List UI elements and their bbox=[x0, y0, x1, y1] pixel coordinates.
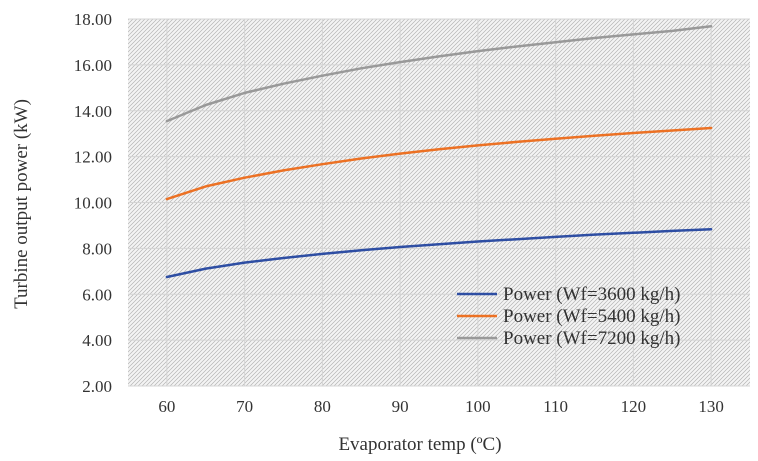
x-tick-label: 80 bbox=[314, 397, 331, 416]
x-tick-label: 100 bbox=[465, 397, 491, 416]
legend-label: Power (Wf=7200 kg/h) bbox=[503, 328, 680, 349]
legend-label: Power (Wf=3600 kg/h) bbox=[503, 284, 680, 305]
tick-labels: 2.00 4.00 6.00 8.00 10.00 12.00 14.00 16.00 18.0… bbox=[74, 10, 724, 416]
y-tick-label: 16.00 bbox=[74, 56, 112, 75]
legend-label: Power (Wf=5400 kg/h) bbox=[503, 306, 680, 327]
series-line-2 bbox=[165, 126, 713, 201]
y-axis-title: Turbine output power (kW) bbox=[11, 99, 32, 309]
x-tick-label: 130 bbox=[698, 397, 724, 416]
x-tick-label: 120 bbox=[621, 397, 647, 416]
legend: Power (Wf=3600 kg/h)Power (Wf=5400 kg/h)… bbox=[457, 284, 680, 349]
y-tick-label: 10.00 bbox=[74, 194, 112, 213]
y-tick-label: 6.00 bbox=[82, 285, 112, 304]
gridlines bbox=[128, 18, 750, 387]
y-tick-label: 18.00 bbox=[74, 10, 112, 29]
x-tick-label: 60 bbox=[158, 397, 175, 416]
x-tick-label: 90 bbox=[392, 397, 409, 416]
series-line-3 bbox=[165, 25, 713, 123]
y-tick-label: 8.00 bbox=[82, 239, 112, 258]
y-tick-label: 4.00 bbox=[82, 331, 112, 350]
series-lines bbox=[165, 25, 713, 279]
y-tick-label: 12.00 bbox=[74, 148, 112, 167]
y-tick-label: 14.00 bbox=[74, 102, 112, 121]
x-tick-label: 70 bbox=[236, 397, 253, 416]
x-axis-title: Evaporator temp (ºC) bbox=[338, 434, 501, 455]
series-line-1 bbox=[165, 228, 713, 279]
y-tick-label: 2.00 bbox=[82, 377, 112, 396]
x-tick-label: 110 bbox=[543, 397, 568, 416]
